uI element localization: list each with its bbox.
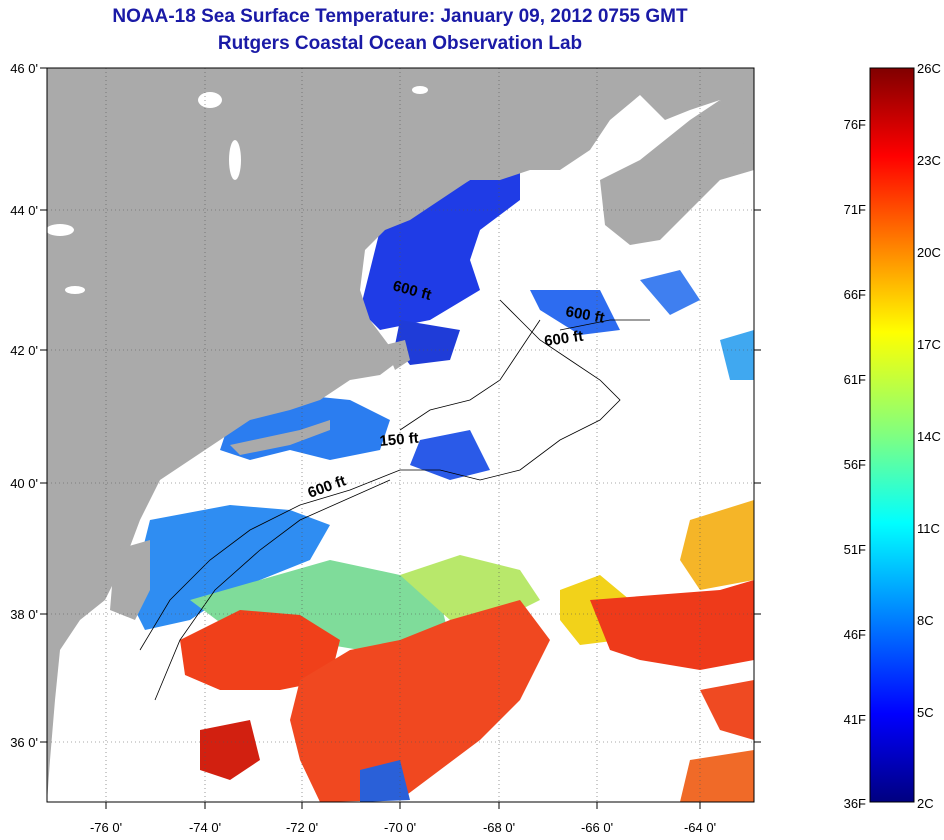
lat-label: 46 0'	[10, 61, 38, 76]
lon-label: -72 0'	[286, 820, 318, 835]
colorbar-f-label: 76F	[844, 117, 866, 132]
colorbar-f-label: 41F	[844, 712, 866, 727]
colorbar-c-label: 26C	[917, 61, 941, 76]
colorbar-c-label: 17C	[917, 337, 941, 352]
lat-label: 42 0'	[10, 343, 38, 358]
lakes-layer	[47, 86, 428, 294]
lon-label: -64 0'	[684, 820, 716, 835]
colorbar-c-label: 14C	[917, 429, 941, 444]
lat-label: 40 0'	[10, 476, 38, 491]
lon-label: -74 0'	[189, 820, 221, 835]
map-subtitle: Rutgers Coastal Ocean Observation Lab	[217, 33, 583, 54]
colorbar-f-label: 71F	[844, 202, 866, 217]
bathymetry-contours	[139, 299, 650, 701]
colorbar-f-label: 61F	[844, 372, 866, 387]
colorbar-f-label: 51F	[844, 542, 866, 557]
colorbar-fahrenheit-labels: 76F 71F 66F 61F 56F 51F 46F 41F 36F	[844, 117, 866, 811]
lat-label: 38 0'	[10, 607, 38, 622]
temperature-colorbar: 76F 71F 66F 61F 56F 51F 46F 41F 36F 26C …	[844, 61, 941, 811]
lat-label: 44 0'	[10, 203, 38, 218]
colorbar-f-label: 46F	[844, 627, 866, 642]
latitude-labels: 46 0' 44 0' 42 0' 40 0' 38 0' 36 0'	[10, 61, 38, 750]
colorbar-f-label: 36F	[844, 796, 866, 811]
contour-label: 150 ft	[379, 430, 420, 450]
contour-label: 600 ft	[543, 328, 584, 350]
map-title: NOAA-18 Sea Surface Temperature: January…	[112, 6, 688, 27]
colorbar-c-label: 2C	[917, 796, 934, 811]
lon-label: -76 0'	[90, 820, 122, 835]
axis-ticks	[40, 67, 761, 809]
longitude-labels: -76 0' -74 0' -72 0' -70 0' -68 0' -66 0…	[90, 820, 716, 835]
colorbar-f-label: 66F	[844, 287, 866, 302]
colorbar-c-label: 11C	[917, 521, 940, 536]
colorbar-c-label: 5C	[917, 705, 934, 720]
colorbar-f-label: 56F	[844, 457, 866, 472]
colorbar-c-label: 8C	[917, 613, 934, 628]
lon-label: -68 0'	[483, 820, 515, 835]
colorbar-c-label: 20C	[917, 245, 941, 260]
colorbar-celsius-labels: 26C 23C 20C 17C 14C 11C 8C 5C 2C	[917, 61, 941, 811]
lon-label: -66 0'	[581, 820, 613, 835]
map-area: 600 ft 600 ft 600 ft 150 ft 600 ft	[47, 68, 754, 802]
colorbar-scale	[869, 67, 915, 803]
contour-label: 600 ft	[564, 303, 606, 327]
land-layer	[47, 68, 754, 802]
lon-label: -70 0'	[384, 820, 416, 835]
lat-label: 36 0'	[10, 735, 38, 750]
colorbar-c-label: 23C	[917, 153, 941, 168]
